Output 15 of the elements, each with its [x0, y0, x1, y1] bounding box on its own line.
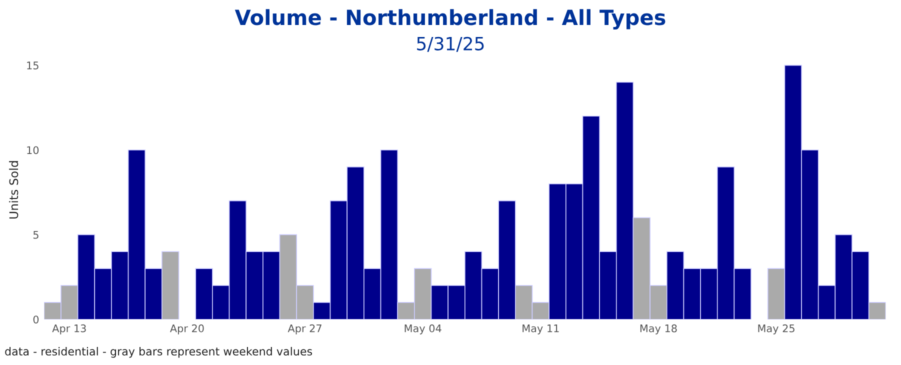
- x-tick-label: Apr 13: [52, 324, 86, 334]
- y-axis-title: Units Sold: [9, 161, 18, 218]
- chart-title: Volume - Northumberland - All Types: [234, 9, 666, 30]
- text: data - residential - gray bars represent weekend values: [5, 346, 312, 358]
- y-tick-label: 0: [33, 316, 39, 324]
- x-tick-label: May 18: [640, 324, 677, 334]
- x-tick-label: May 25: [758, 324, 794, 334]
- x-tick-label: Apr 27: [288, 324, 322, 334]
- y-tick-label: 10: [27, 146, 39, 154]
- y-tick-label: 5: [33, 231, 38, 239]
- x-tick-label: May 04: [404, 324, 442, 334]
- x-tick-label: May 11: [522, 324, 559, 334]
- x-tick-label: Apr 20: [170, 324, 204, 334]
- chart-subtitle: 5/31/25: [417, 36, 484, 52]
- y-tick-label: 15: [27, 62, 38, 70]
